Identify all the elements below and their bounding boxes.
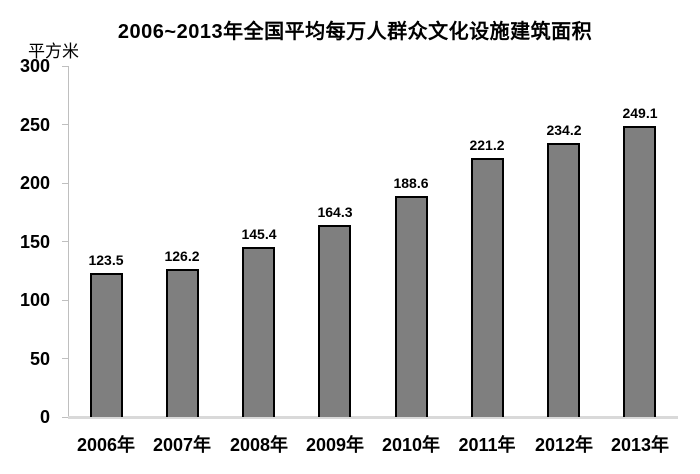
- y-axis-tick: [62, 182, 68, 184]
- plot-area: 123.5 126.2 145.4 164.3 188.6 221.2 234.2 249.1: [62, 65, 678, 419]
- bar: [90, 273, 123, 417]
- y-axis-tick-label: 200: [19, 173, 50, 193]
- bar: [623, 126, 656, 417]
- y-axis-tick-label: 0: [39, 407, 50, 427]
- bar: [395, 196, 428, 417]
- y-axis-line: [68, 66, 69, 417]
- x-axis-tick-label: 2011年: [458, 435, 516, 455]
- y-axis-tick: [62, 241, 68, 242]
- bar-value-label: 234.2: [546, 122, 582, 138]
- y-axis-unit-label: 平方米: [28, 42, 79, 61]
- y-axis-tick-label: 100: [19, 290, 50, 310]
- bar-value-label: 164.3: [317, 204, 353, 220]
- y-axis-tick: [62, 299, 68, 301]
- bar: [471, 158, 504, 417]
- x-axis-tick-label: 2007年: [152, 435, 212, 455]
- chart-title: 2006~2013年全国平均每万人群众文化设施建筑面积: [117, 21, 593, 43]
- y-axis-tick-label: 50: [29, 348, 50, 369]
- x-axis-tick-label: 2008年: [229, 435, 289, 455]
- x-axis-tick-label: 2012年: [534, 435, 594, 455]
- bar: [547, 143, 580, 417]
- bar: [242, 247, 275, 417]
- x-axis-tick-label: 2009年: [305, 435, 365, 455]
- bar: [166, 269, 199, 417]
- bar-value-label: 249.1: [622, 105, 658, 121]
- y-axis-tick-label: 300: [19, 56, 50, 76]
- y-axis-tick: [62, 124, 68, 125]
- bar-value-label: 123.5: [88, 252, 124, 268]
- x-axis-baseline: [68, 416, 678, 419]
- x-axis-tick-label: 2006年: [76, 435, 136, 455]
- bar-value-label: 145.4: [241, 226, 277, 242]
- bar-value-label: 126.2: [164, 248, 200, 264]
- y-axis-tick-label: 250: [19, 114, 50, 135]
- x-axis-tick-label: 2010年: [381, 435, 441, 455]
- y-axis-tick: [62, 65, 68, 67]
- y-axis-tick: [62, 416, 68, 418]
- y-axis-tick: [62, 358, 68, 359]
- bar-value-label: 188.6: [393, 175, 429, 191]
- y-axis-tick-label: 150: [19, 231, 50, 252]
- bar: [318, 225, 351, 417]
- bar-value-label: 221.2: [469, 137, 505, 153]
- x-axis-tick-label: 2013年: [610, 435, 670, 455]
